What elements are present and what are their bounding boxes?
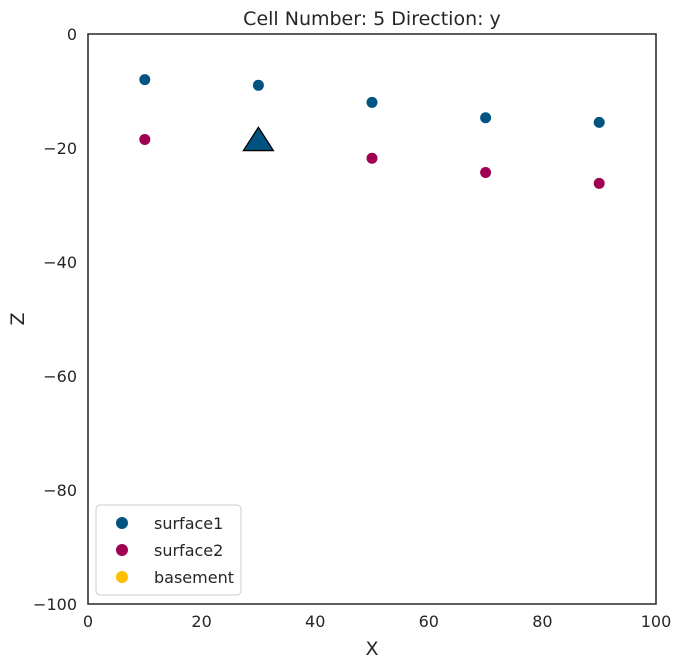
- legend-label-surface2: surface2: [154, 541, 223, 560]
- data-point-surface1: [480, 112, 492, 124]
- y-tick-label: −100: [33, 595, 77, 614]
- data-point-surface2: [139, 133, 151, 145]
- y-axis-ticks: 0 −20 −40 −60 −80 −100: [33, 25, 77, 614]
- x-tick-label: 0: [83, 612, 93, 631]
- x-axis-label: X: [365, 638, 378, 660]
- y-axis-label: Z: [7, 312, 29, 325]
- y-tick-label: −40: [43, 253, 77, 272]
- legend-label-surface1: surface1: [154, 514, 223, 533]
- legend-box: [95, 504, 242, 596]
- y-tick-label: −60: [43, 367, 77, 386]
- data-points: [139, 74, 605, 189]
- legend-marker-surface1: [116, 517, 128, 529]
- x-tick-label: 100: [641, 612, 672, 631]
- legend-marker-basement: [116, 571, 128, 583]
- data-point-surface1: [252, 79, 264, 91]
- legend: surface1 surface2 basement: [95, 504, 242, 596]
- legend-marker-surface2: [116, 544, 128, 556]
- orientation-markers: [242, 126, 275, 152]
- data-point-surface2: [480, 167, 492, 179]
- data-point-surface1: [139, 74, 151, 86]
- data-point-surface2: [366, 152, 378, 164]
- data-point-surface1: [593, 116, 605, 128]
- orientation-triangle: [242, 126, 275, 152]
- legend-label-basement: basement: [154, 568, 234, 587]
- y-tick-label: 0: [67, 25, 77, 44]
- data-point-surface1: [366, 96, 378, 108]
- y-tick-label: −80: [43, 481, 77, 500]
- x-axis-ticks: 0 20 40 60 80 100: [83, 612, 671, 631]
- chart-title: Cell Number: 5 Direction: y: [243, 8, 501, 30]
- y-tick-label: −20: [43, 139, 77, 158]
- x-tick-label: 20: [191, 612, 211, 631]
- x-tick-label: 40: [305, 612, 325, 631]
- x-tick-label: 80: [532, 612, 552, 631]
- x-tick-label: 60: [419, 612, 439, 631]
- data-point-surface2: [593, 177, 605, 189]
